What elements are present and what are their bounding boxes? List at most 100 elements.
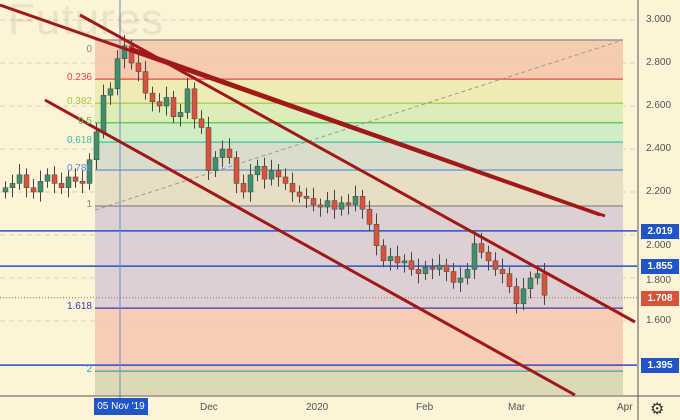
candle (387, 256, 394, 262)
candle (394, 256, 401, 264)
candle (331, 200, 338, 210)
candle (408, 260, 415, 270)
candle (457, 277, 464, 283)
candle (366, 208, 373, 225)
candle (541, 273, 548, 296)
candle (37, 181, 44, 193)
candle (450, 271, 457, 283)
candle (296, 191, 303, 197)
candle (142, 71, 149, 94)
candle (401, 260, 408, 264)
candle (2, 187, 9, 193)
candle (58, 183, 65, 188)
candle (226, 148, 233, 158)
fib-band (95, 103, 623, 123)
candle (205, 127, 212, 171)
candle (128, 45, 135, 64)
y-tick-label: 2.800 (646, 57, 672, 68)
candle (72, 176, 79, 182)
trend-line (79, 13, 636, 324)
candle (520, 288, 527, 305)
y-tick-label: 3.000 (646, 14, 672, 25)
fib-label: 0.5 (78, 115, 92, 127)
y-tick-label: 2.600 (646, 100, 672, 111)
fib-band (95, 170, 623, 206)
trend-line (129, 46, 606, 218)
candle (261, 165, 268, 180)
candle (310, 198, 317, 206)
candle (156, 101, 163, 107)
y-tick-label: 1.600 (646, 315, 672, 326)
candle (492, 260, 499, 270)
fib-band (95, 39, 623, 80)
fib-label: 1 (86, 198, 92, 210)
candle (233, 157, 240, 184)
candle (471, 243, 478, 270)
candle (219, 148, 226, 158)
candle (247, 174, 254, 193)
candle (121, 45, 128, 59)
fib-label: 1.618 (66, 301, 92, 313)
fib-label: 2 (86, 364, 92, 376)
candle (23, 174, 30, 188)
candle (93, 131, 100, 161)
candle (177, 112, 184, 117)
x-label-2020: 2020 (306, 402, 329, 413)
candle (443, 264, 450, 272)
candle (289, 183, 296, 193)
candle (100, 95, 107, 133)
y-tick-label: 1.800 (646, 275, 672, 287)
candle (51, 174, 58, 184)
x-label-mar: Mar (508, 402, 526, 413)
x-label-feb: Feb (416, 402, 434, 413)
y-tick-label: 2.400 (646, 143, 672, 154)
fib-band (95, 142, 623, 171)
candle (513, 286, 520, 305)
candle (114, 58, 121, 90)
candle (352, 196, 359, 206)
price-tag: 1.855 (641, 259, 679, 275)
candle (527, 277, 534, 289)
fib-label: 0.382 (66, 96, 92, 108)
fib-band (95, 79, 623, 104)
candle (86, 159, 93, 184)
candle (191, 88, 198, 120)
candle (436, 264, 443, 270)
crosshair-date-label: 05 Nov '19 (94, 398, 148, 415)
candle (170, 97, 177, 118)
price-tag: 1.708 (641, 290, 679, 306)
y-axis-bg (638, 0, 680, 420)
y-tick-label: 2.000 (646, 239, 672, 251)
candle (184, 88, 191, 113)
candle (212, 157, 219, 171)
candle (345, 202, 352, 206)
candle (485, 251, 492, 262)
candle (422, 267, 429, 274)
candle (415, 269, 422, 274)
candle (16, 174, 23, 184)
candle (338, 202, 345, 210)
candle (268, 170, 275, 180)
settings-gear-icon[interactable]: ⚙ (650, 401, 665, 418)
candle (478, 243, 485, 253)
candle (275, 170, 282, 178)
candle (464, 269, 471, 279)
candle (9, 183, 16, 188)
candle (359, 196, 366, 210)
fib-band (95, 122, 623, 143)
candle (107, 88, 114, 96)
candle (317, 204, 324, 208)
price-tag: 1.395 (641, 358, 679, 374)
candle (240, 183, 247, 193)
fib-label: 0.236 (66, 72, 92, 84)
candle (135, 62, 142, 72)
x-label-apr: Apr (617, 402, 633, 413)
candle (373, 224, 380, 246)
candle (163, 97, 170, 107)
candle (429, 267, 436, 270)
trend-line (44, 98, 576, 397)
fib-band (95, 308, 623, 372)
price-tag: 2.019 (641, 223, 679, 239)
